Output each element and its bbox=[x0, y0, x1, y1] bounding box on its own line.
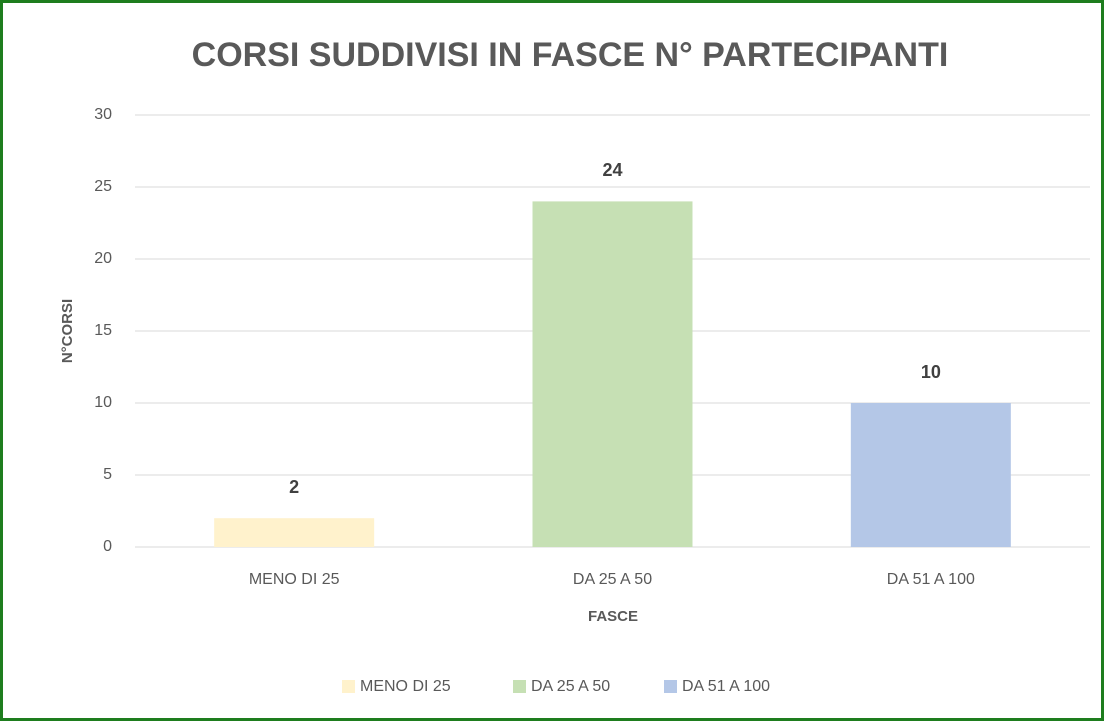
x-axis-label: FASCE bbox=[588, 608, 638, 625]
legend-label: DA 25 A 50 bbox=[531, 678, 610, 695]
y-tick-label: 5 bbox=[103, 466, 112, 483]
bar bbox=[214, 518, 375, 547]
y-tick-label: 10 bbox=[94, 394, 112, 411]
data-label: 10 bbox=[921, 362, 941, 382]
legend-swatch bbox=[342, 680, 355, 693]
y-tick-label: 20 bbox=[94, 250, 112, 267]
y-tick-label: 25 bbox=[94, 178, 112, 195]
y-tick-label: 0 bbox=[103, 538, 112, 555]
bar bbox=[532, 201, 693, 547]
x-tick-label: MENO DI 25 bbox=[249, 571, 340, 588]
legend-label: DA 51 A 100 bbox=[682, 678, 770, 695]
y-tick-label: 15 bbox=[94, 322, 112, 339]
y-axis-label: N°CORSI bbox=[59, 299, 76, 363]
data-label: 2 bbox=[289, 477, 299, 497]
legend-swatch bbox=[664, 680, 677, 693]
y-tick-label: 30 bbox=[94, 106, 112, 123]
x-tick-label: DA 25 A 50 bbox=[573, 571, 652, 588]
chart-title: CORSI SUDDIVISI IN FASCE N° PARTECIPANTI bbox=[192, 36, 949, 74]
legend-label: MENO DI 25 bbox=[360, 678, 451, 695]
x-tick-label: DA 51 A 100 bbox=[887, 571, 975, 588]
data-label: 24 bbox=[602, 160, 622, 180]
legend-swatch bbox=[513, 680, 526, 693]
bar bbox=[850, 403, 1011, 547]
